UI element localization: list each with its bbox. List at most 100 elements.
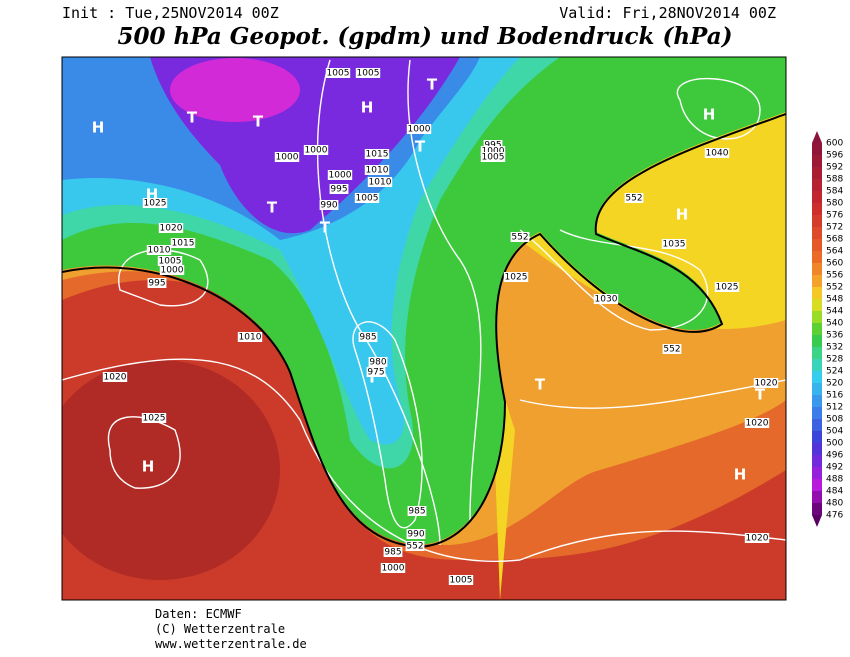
isobar-label-box	[744, 533, 770, 543]
isobar-label: 995	[148, 279, 165, 289]
colorbar-label: 488	[826, 475, 843, 485]
pressure-center: T	[253, 113, 264, 131]
colorbar-segment	[812, 215, 822, 228]
colorbar-arrow	[812, 515, 822, 527]
isobar	[519, 379, 786, 409]
isobar-label-box	[237, 332, 263, 342]
colorbar-segment	[812, 167, 822, 180]
isobar	[407, 59, 482, 521]
isobar-label: 1000	[382, 564, 405, 574]
isobar-label-box	[364, 149, 390, 159]
isobar-label-box	[380, 563, 406, 573]
isobar-label-box	[480, 152, 506, 162]
isobar-label: 1020	[746, 419, 769, 429]
colorbar-label: 496	[826, 451, 843, 461]
isobar-label: 1020	[755, 379, 778, 389]
isobar-label-box	[274, 152, 300, 162]
pressure-center: H	[142, 458, 155, 476]
colorbar-label: 512	[826, 403, 843, 413]
colorbar-label: 492	[826, 463, 843, 473]
colorbar-segment	[812, 299, 822, 312]
colorbar-label: 548	[826, 295, 843, 305]
isobar-label: 1025	[505, 273, 528, 283]
isobar-label-box	[483, 140, 503, 150]
isobar	[62, 358, 521, 562]
isobar-label-box	[367, 177, 393, 187]
field-magenta	[170, 58, 300, 122]
isobar-label: 1010	[239, 333, 262, 343]
isobar-label: 985	[384, 548, 401, 558]
colorbar-segment	[812, 479, 822, 492]
colorbar-segment	[812, 335, 822, 348]
pressure-center: T	[427, 76, 438, 94]
isobar-label-box	[368, 357, 388, 367]
map	[62, 57, 786, 600]
isobar-label: 1005	[159, 257, 182, 267]
colorbar-label: 508	[826, 415, 843, 425]
isobar-label: 985	[359, 333, 376, 343]
colorbar-label: 572	[826, 223, 843, 233]
colorbar-label: 476	[826, 511, 843, 521]
isobar-label: 1000	[408, 125, 431, 135]
pressure-center: T	[320, 219, 331, 237]
isobar-label: 1015	[366, 150, 389, 160]
isobar	[118, 249, 209, 307]
isobar-label-box	[510, 232, 530, 242]
colorbar-label: 516	[826, 391, 843, 401]
isobar-label-box	[329, 184, 349, 194]
isobar-label: 1005	[450, 576, 473, 586]
valid-time: Valid: Fri,28NOV2014 00Z	[559, 4, 776, 22]
isobar	[107, 416, 181, 489]
colorbar-label: 500	[826, 439, 843, 449]
footer: Daten: ECMWF(C) Wetterzentralewww.wetter…	[155, 607, 307, 651]
colorbar-label: 552	[826, 283, 843, 293]
footer-line: Daten: ECMWF	[155, 607, 242, 621]
pressure-center: H	[92, 119, 105, 137]
colorbar-label: 556	[826, 271, 843, 281]
isobar-label: 1005	[357, 69, 380, 79]
isobar-label: 1005	[327, 69, 350, 79]
colorbar-label: 596	[826, 151, 843, 161]
isobar-label: 1015	[172, 239, 195, 249]
isobar-label-box	[146, 245, 172, 255]
colorbar-segment	[812, 251, 822, 264]
footer-line: www.wetterzentrale.de	[155, 637, 307, 651]
colorbar-label: 592	[826, 163, 843, 173]
isobar-label-box	[407, 506, 427, 516]
colorbar-segment	[812, 431, 822, 444]
isobar-label: 1000	[276, 153, 299, 163]
isobar-label: 1000	[161, 266, 184, 276]
colorbar-label: 480	[826, 499, 843, 509]
colorbar-segment	[812, 275, 822, 288]
isobar-label-box	[661, 239, 687, 249]
isobar-label-box	[142, 198, 168, 208]
isobar-label: 552	[511, 233, 528, 243]
isobar-label: 1020	[746, 534, 769, 544]
colorbar-segment	[812, 467, 822, 480]
field-high	[62, 360, 280, 580]
colorbar-segment	[812, 143, 822, 156]
isobar-label-box	[355, 68, 381, 78]
isobar-label: 975	[367, 368, 384, 378]
pressure-center: T	[187, 109, 198, 127]
isobar-label-box	[744, 418, 770, 428]
colorbar-label: 580	[826, 199, 843, 209]
isobar-label-box	[714, 282, 740, 292]
colorbar-segment	[812, 407, 822, 420]
isobar-label: 1025	[143, 414, 166, 424]
colorbar-segment	[812, 239, 822, 252]
isobar-label-box	[303, 145, 329, 155]
colorbar-segment	[812, 227, 822, 240]
colorbar-segment	[812, 347, 822, 360]
isobar-label-box	[383, 547, 403, 557]
colorbar-segment	[812, 419, 822, 432]
pressure-center: T	[415, 138, 426, 156]
colorbar-segment	[812, 287, 822, 300]
isobar-label-box	[319, 200, 339, 210]
isobar-label: 1020	[104, 373, 127, 383]
colorbar-arrow	[812, 131, 822, 143]
pressure-center: T	[267, 199, 278, 217]
isobar-label-box	[405, 541, 425, 551]
isobar-label-box	[624, 193, 644, 203]
